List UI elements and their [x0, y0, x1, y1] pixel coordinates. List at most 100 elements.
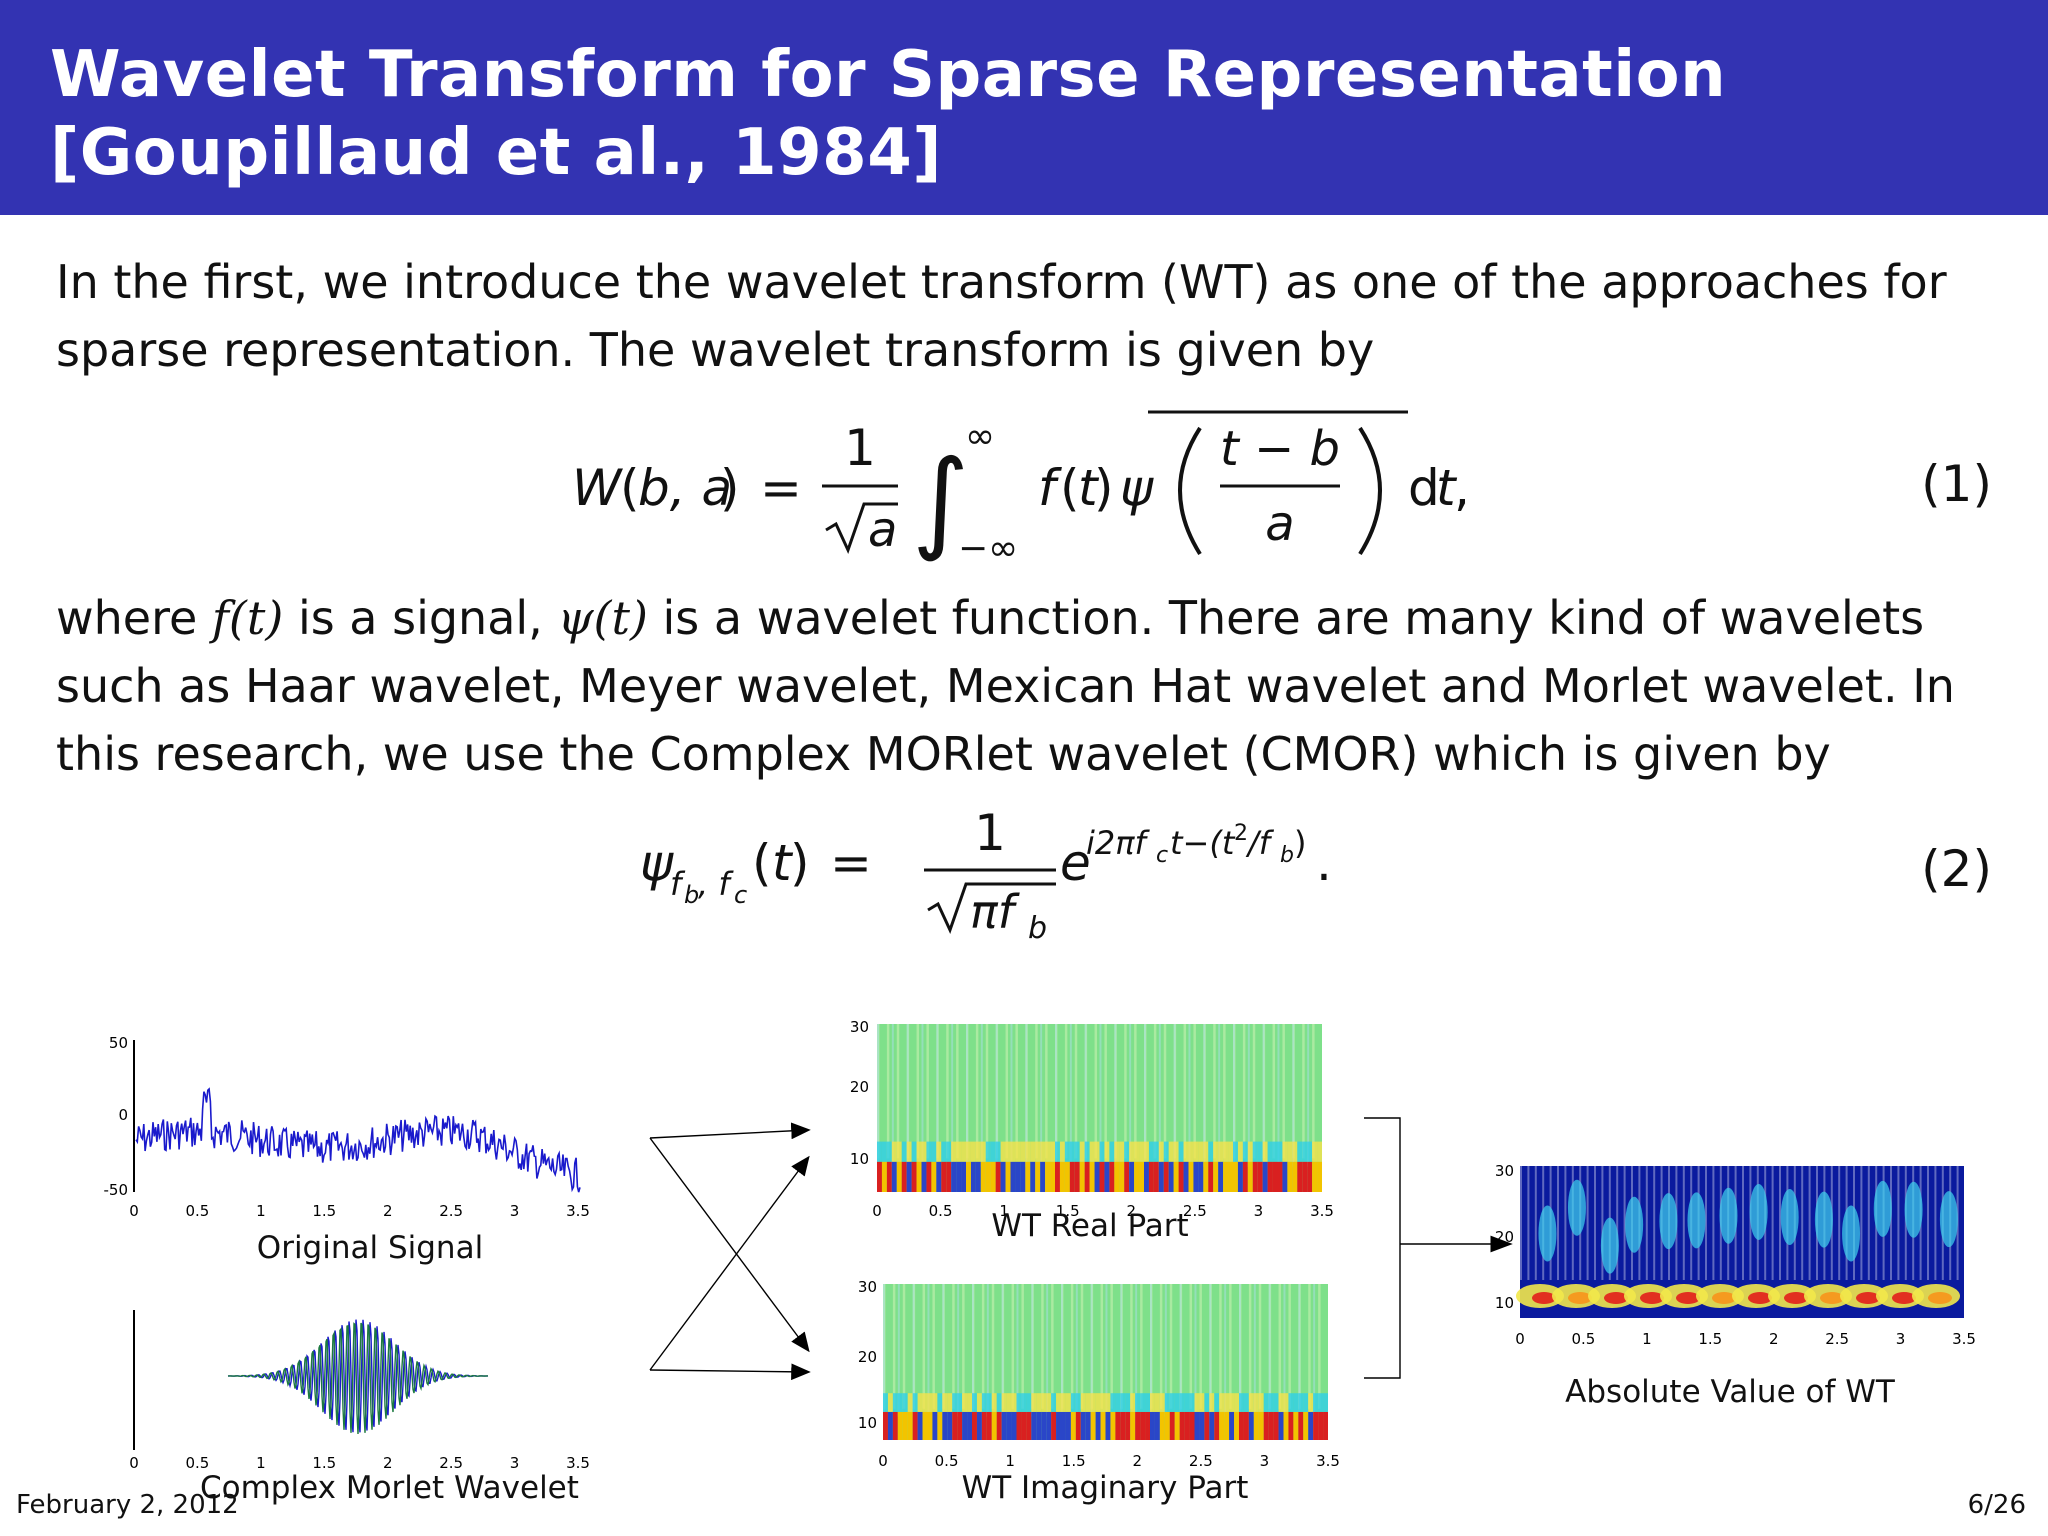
- heatmap-cell: [1293, 1411, 1299, 1440]
- heatmap-cell: [891, 1024, 894, 1167]
- heatmap-cell: [1282, 1024, 1285, 1159]
- svg-text:∫: ∫: [912, 436, 969, 564]
- plot-complex-morlet: 0 0.5 1 1.5 2 2.5 3 3.5: [129, 1310, 590, 1470]
- slide-title-line2: [Goupillaud et al., 1984]: [50, 116, 942, 190]
- heatmap-cell: [916, 1141, 922, 1162]
- real-ytick-30: 30: [850, 1020, 869, 1036]
- heatmap-cell: [1318, 1393, 1324, 1412]
- svg-text:/f: /f: [1245, 824, 1275, 862]
- heatmap-cell: [1653, 1166, 1656, 1280]
- heatmap-cell: [1594, 1166, 1596, 1280]
- heatmap-cell: [1287, 1141, 1293, 1162]
- heatmap-cell: [1173, 1024, 1176, 1167]
- heatmap-cell: [1061, 1411, 1066, 1440]
- svg-text:t: t: [772, 834, 794, 892]
- signal-ytick-0: 0: [118, 1106, 128, 1124]
- heatmap-cell: [1239, 1393, 1244, 1412]
- heatmap-cell: [1194, 1411, 1200, 1440]
- heatmap-cell: [1010, 1161, 1016, 1192]
- heatmap-cell: [1090, 1411, 1096, 1440]
- heatmap-cell: [942, 1284, 945, 1417]
- xtick-label: 1: [256, 1454, 266, 1470]
- morlet-curve: [228, 1322, 488, 1435]
- heatmap-cell: [1268, 1393, 1274, 1412]
- xtick-label: 1: [1005, 1452, 1015, 1470]
- xtick-label: 3.5: [1316, 1452, 1340, 1470]
- heatmap-cell: [1040, 1024, 1043, 1167]
- heatmap-cell: [1233, 1141, 1238, 1162]
- heatmap-cell: [967, 1393, 972, 1412]
- heatmap-cell: [1278, 1411, 1284, 1440]
- svg-text:): ): [790, 834, 810, 892]
- heatmap-cell: [1748, 1292, 1772, 1304]
- heatmap-cell: [1120, 1284, 1123, 1417]
- heatmap-cell: [1169, 1393, 1175, 1412]
- heatmap-cell: [1178, 1141, 1184, 1162]
- slide-title-line1: Wavelet Transform for Sparse Representat…: [50, 38, 1727, 112]
- heatmap-cell: [1307, 1141, 1313, 1162]
- heatmap-cell: [1140, 1393, 1146, 1412]
- heatmap-cell: [1173, 1141, 1179, 1162]
- heatmap-cell: [972, 1393, 977, 1412]
- paragraph-intro: In the first, we introduce the wavelet t…: [56, 248, 1994, 384]
- heatmap-cell: [970, 1141, 976, 1162]
- heatmap-cell: [1015, 1161, 1021, 1192]
- footer-page-number: 6/26: [1967, 1490, 2026, 1520]
- heatmap-cell: [1115, 1393, 1121, 1412]
- heatmap-cell: [1094, 1141, 1100, 1162]
- xtick-label: 0.5: [185, 1454, 209, 1470]
- heatmap-cell: [1208, 1141, 1214, 1162]
- heatmap-cell: [932, 1284, 935, 1409]
- heatmap-cell: [1109, 1161, 1115, 1192]
- heatmap-cell: [1564, 1166, 1567, 1280]
- heatmap-cell: [1031, 1393, 1037, 1412]
- heatmap-cell: [1129, 1141, 1135, 1162]
- heatmap-cell: [1262, 1161, 1268, 1192]
- heatmap-cell: [897, 1411, 903, 1440]
- heatmap-cell: [883, 1393, 888, 1412]
- heatmap-cell: [936, 1024, 939, 1167]
- heatmap-cell: [1145, 1393, 1150, 1412]
- heatmap-cell: [1557, 1166, 1559, 1280]
- heatmap-cell: [1035, 1024, 1038, 1159]
- heatmap-cell: [936, 1161, 942, 1192]
- heatmap-cell: [957, 1411, 963, 1440]
- heatmap-cell: [995, 1141, 1001, 1162]
- heatmap-cell: [921, 1024, 924, 1167]
- heatmap-cell: [1242, 1161, 1248, 1192]
- heatmap-cell: [881, 1141, 887, 1162]
- heatmap-cell: [1527, 1166, 1530, 1280]
- heatmap-cell: [1094, 1161, 1100, 1192]
- heatmap-cell: [1287, 1161, 1293, 1192]
- equation-1-number: (1): [1921, 455, 1992, 513]
- heatmap-cell: [917, 1411, 923, 1440]
- heatmap-cell: [1025, 1141, 1031, 1162]
- heatmap-cell: [1094, 1024, 1098, 1159]
- heatmap-cell: [1104, 1161, 1110, 1192]
- heatmap-cell: [1801, 1166, 1804, 1280]
- wt-real-heatmap: [877, 1024, 1322, 1192]
- heatmap-cell: [886, 1024, 890, 1159]
- heatmap-cell: [1640, 1292, 1664, 1304]
- svg-text:d: d: [1408, 459, 1440, 517]
- svg-text:a: a: [1265, 496, 1294, 552]
- svg-text:1: 1: [844, 419, 876, 477]
- heatmap-cell: [921, 1161, 927, 1192]
- heatmap-cell: [1178, 1161, 1184, 1192]
- heatmap-cell: [1163, 1024, 1167, 1159]
- heatmap-cell: [1124, 1024, 1127, 1159]
- svg-text:2: 2: [1234, 821, 1248, 846]
- imag-ytick-30: 30: [858, 1278, 877, 1296]
- heatmap-cell: [1179, 1284, 1182, 1417]
- heatmap-cell: [1229, 1393, 1235, 1412]
- heatmap-cell: [1055, 1161, 1060, 1192]
- heatmap-cell: [1090, 1284, 1093, 1417]
- heatmap-cell: [1223, 1024, 1226, 1159]
- heatmap-cell: [1011, 1284, 1015, 1409]
- heatmap-cell: [891, 1141, 897, 1162]
- heatmap-cell: [932, 1411, 938, 1440]
- heatmap-cell: [1184, 1411, 1190, 1440]
- heatmap-cell: [1209, 1393, 1215, 1412]
- heatmap-cell: [991, 1393, 997, 1412]
- heatmap-cell: [985, 1141, 991, 1162]
